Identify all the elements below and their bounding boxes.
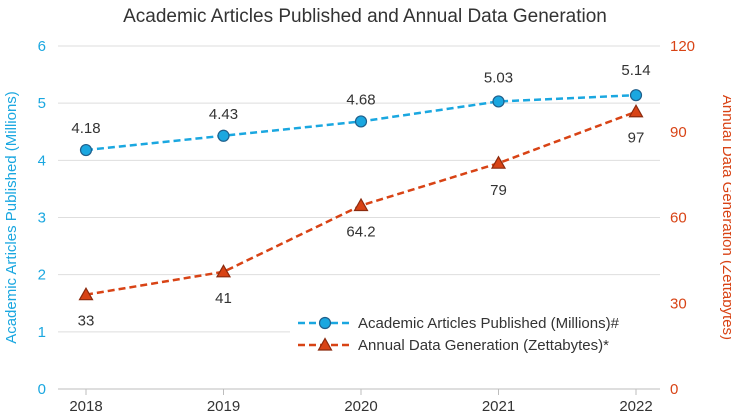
x-axis-ticks: 2018 2019 2020 2021 2022 [69,389,653,415]
data-label: 33 [78,313,95,330]
x-tick-label: 2020 [344,398,377,415]
data-label: 41 [215,290,232,307]
data-label: 79 [490,182,507,199]
data-label: 64.2 [346,223,375,240]
left-tick-label: 2 [38,267,46,284]
legend-label-data-generation: Annual Data Generation (Zettabytes)* [358,337,609,354]
series-layer: 4.18 4.43 4.68 5.03 5.14 33 41 64.2 79 97 [71,62,650,330]
legend-label-articles: Academic Articles Published (Millions)# [358,315,620,332]
x-tick-label: 2022 [619,398,652,415]
left-tick-label: 3 [38,210,46,227]
chart-title: Academic Articles Published and Annual D… [123,6,607,27]
data-point [79,143,93,157]
legend-marker-data-generation [317,337,333,351]
legend: Academic Articles Published (Millions)# … [290,306,665,358]
gridlines [58,45,660,390]
left-tick-label: 5 [38,95,46,112]
left-tick-label: 1 [38,324,46,341]
data-point [215,264,232,278]
data-point [492,95,505,108]
data-label: 4.68 [346,91,375,108]
data-label: 5.14 [621,62,650,79]
legend-marker-articles [318,316,332,330]
legend-background [290,306,665,358]
right-axis-ticks: 0 30 60 90 120 [670,38,695,398]
left-tick-label: 4 [38,152,46,169]
data-point [628,104,644,118]
right-tick-label: 90 [670,124,687,141]
left-axis-label: Academic Articles Published (Millions) [3,91,20,344]
right-axis-label: Annual Data Generation (Zettabytes) [719,95,731,340]
left-tick-label: 6 [38,38,46,55]
data-point [629,89,643,102]
right-tick-label: 120 [670,38,695,55]
data-point [490,155,507,169]
data-label: 97 [628,130,645,147]
data-label: 5.03 [484,69,513,86]
x-tick-label: 2018 [69,398,102,415]
x-tick-label: 2021 [482,398,515,415]
left-tick-label: 0 [38,381,46,398]
data-point [353,197,369,212]
data-point [78,286,94,301]
x-tick-label: 2019 [207,398,240,415]
data-point [217,129,230,142]
data-point [354,115,368,128]
right-tick-label: 30 [670,295,687,312]
right-tick-label: 60 [670,210,687,227]
data-label: 4.18 [71,120,100,137]
right-tick-label: 0 [670,381,678,398]
data-label: 4.43 [209,106,238,123]
left-axis-ticks: 0 1 2 3 4 5 6 [38,38,46,398]
